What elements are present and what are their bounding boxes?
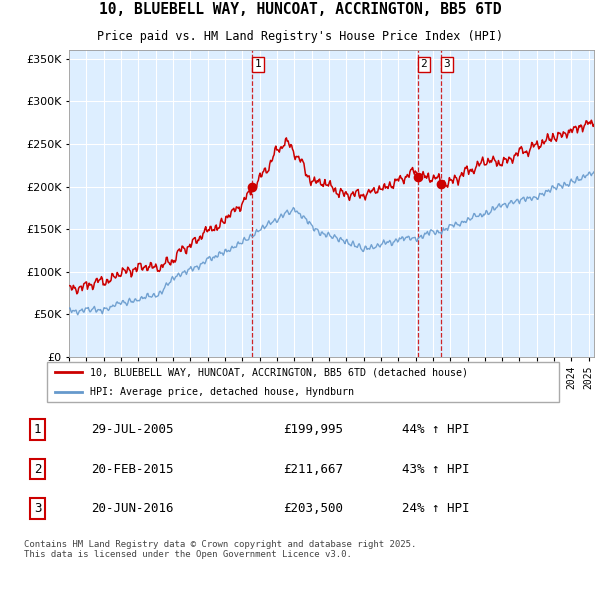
Text: £211,667: £211,667: [283, 463, 343, 476]
Text: 10, BLUEBELL WAY, HUNCOAT, ACCRINGTON, BB5 6TD (detached house): 10, BLUEBELL WAY, HUNCOAT, ACCRINGTON, B…: [89, 368, 467, 377]
Text: Contains HM Land Registry data © Crown copyright and database right 2025.
This d: Contains HM Land Registry data © Crown c…: [23, 539, 416, 559]
FancyBboxPatch shape: [47, 362, 559, 402]
Text: 20-FEB-2015: 20-FEB-2015: [91, 463, 174, 476]
Text: 43% ↑ HPI: 43% ↑ HPI: [401, 463, 469, 476]
Text: HPI: Average price, detached house, Hyndburn: HPI: Average price, detached house, Hynd…: [89, 387, 353, 396]
Text: 2: 2: [34, 463, 41, 476]
Text: Price paid vs. HM Land Registry's House Price Index (HPI): Price paid vs. HM Land Registry's House …: [97, 30, 503, 43]
Text: 44% ↑ HPI: 44% ↑ HPI: [401, 423, 469, 436]
Text: 1: 1: [255, 60, 262, 70]
Text: 10, BLUEBELL WAY, HUNCOAT, ACCRINGTON, BB5 6TD: 10, BLUEBELL WAY, HUNCOAT, ACCRINGTON, B…: [99, 2, 501, 17]
Text: 29-JUL-2005: 29-JUL-2005: [91, 423, 174, 436]
Text: 3: 3: [443, 60, 451, 70]
Text: 2: 2: [421, 60, 427, 70]
Text: £203,500: £203,500: [283, 502, 343, 515]
Text: 24% ↑ HPI: 24% ↑ HPI: [401, 502, 469, 515]
Text: £199,995: £199,995: [283, 423, 343, 436]
Text: 20-JUN-2016: 20-JUN-2016: [91, 502, 174, 515]
Text: 1: 1: [34, 423, 41, 436]
Text: 3: 3: [34, 502, 41, 515]
